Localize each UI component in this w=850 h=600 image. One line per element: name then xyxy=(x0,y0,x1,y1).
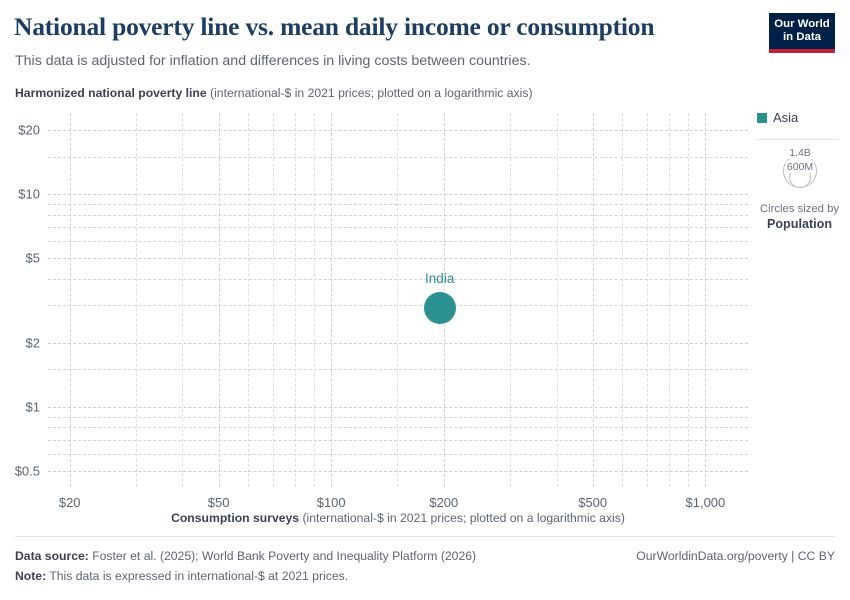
data-point-label: India xyxy=(425,271,455,287)
size-legend: 1.4B 600M xyxy=(757,144,842,202)
y-axis-tick-label: $1 xyxy=(25,399,40,415)
gridline-vertical-minor xyxy=(135,113,137,487)
gridline-vertical-minor xyxy=(397,113,399,487)
gridlines xyxy=(48,113,748,487)
gridline-horizontal-minor xyxy=(48,156,748,158)
gridline-horizontal-major xyxy=(48,470,748,472)
gridline-vertical-minor xyxy=(556,113,558,487)
x-axis-tick-label: $100 xyxy=(316,495,346,510)
x-axis-title-bold: Consumption surveys xyxy=(171,511,300,525)
chart-subtitle: This data is adjusted for inflation and … xyxy=(15,53,531,69)
gridline-vertical-minor xyxy=(295,113,296,487)
x-axis-title-detail: (international-$ in 2021 prices; plotted… xyxy=(299,511,625,525)
gridline-horizontal-minor xyxy=(48,278,748,280)
gridline-horizontal-minor xyxy=(48,416,748,418)
footer-note-text: This data is expressed in international-… xyxy=(46,569,349,583)
gridline-horizontal-minor xyxy=(48,241,748,243)
chart-legend: Asia 1.4B 600M Circles sized by Populati… xyxy=(757,110,842,232)
y-axis-tick-label: $20 xyxy=(18,122,40,138)
data-point-bubble[interactable] xyxy=(423,292,456,325)
owid-logo-line1: Our World xyxy=(774,18,830,30)
gridline-horizontal-major xyxy=(48,258,748,259)
y-axis-tick-label: $10 xyxy=(18,186,40,202)
gridline-horizontal-minor xyxy=(48,369,748,371)
gridline-horizontal-minor xyxy=(48,454,748,455)
footer-data-source: Data source: Foster et al. (2025); World… xyxy=(15,547,476,565)
footer-data-source-label: Data source: xyxy=(15,549,89,563)
gridline-horizontal-minor xyxy=(48,427,748,429)
x-axis-tick-label: $1,000 xyxy=(685,495,726,510)
y-axis-header-detail: (international-$ in 2021 prices; plotted… xyxy=(206,86,533,100)
gridline-vertical-minor xyxy=(669,113,671,487)
y-axis-header: Harmonized national poverty line (intern… xyxy=(15,85,745,101)
gridline-horizontal-major xyxy=(48,193,748,195)
gridline-horizontal-major xyxy=(48,342,748,344)
x-axis-tick-label: $500 xyxy=(578,495,608,510)
gridline-vertical-major xyxy=(592,113,594,487)
legend-color-swatch xyxy=(757,112,767,123)
legend-divider xyxy=(757,139,839,140)
gridline-vertical-minor xyxy=(688,113,690,487)
footer-license[interactable]: OurWorldinData.org/poverty | CC BY xyxy=(636,549,835,563)
gridline-vertical-minor xyxy=(182,113,184,487)
footer-note-label: Note: xyxy=(15,569,47,583)
gridline-vertical-minor xyxy=(248,113,250,487)
gridline-vertical-minor xyxy=(622,113,624,487)
page-title: National poverty line vs. mean daily inc… xyxy=(14,12,655,41)
gridline-horizontal-major xyxy=(48,406,748,408)
owid-logo[interactable]: Our World in Data xyxy=(769,13,835,53)
gridline-vertical-minor xyxy=(647,113,649,487)
size-legend-caption-line2: Population xyxy=(766,217,833,231)
footer-note: Note: This data is expressed in internat… xyxy=(15,567,348,585)
gridline-vertical-major xyxy=(331,113,333,487)
x-axis-tick-label: $50 xyxy=(207,495,230,510)
gridline-horizontal-minor xyxy=(48,214,748,216)
size-legend-caption-line1: Circles sized by xyxy=(759,203,840,215)
gridline-vertical-minor xyxy=(273,113,275,487)
x-axis-tick-label: $20 xyxy=(58,495,81,510)
footer-data-source-text: Foster et al. (2025); World Bank Poverty… xyxy=(88,549,477,563)
size-legend-label-small: 600M xyxy=(785,161,815,173)
y-axis-header-bold: Harmonized national poverty line xyxy=(15,86,207,100)
gridline-horizontal-minor xyxy=(48,439,748,441)
gridline-horizontal-minor xyxy=(48,203,748,205)
plot-area[interactable]: $0.5 $1 $2 $5 $10 $20 $20 $50 $100 $200 $500 $1,000… xyxy=(15,113,748,525)
legend-item-asia[interactable]: Asia xyxy=(757,110,842,125)
gridline-horizontal-minor xyxy=(48,305,748,307)
gridline-vertical-major xyxy=(705,113,707,487)
x-axis-title: Consumption surveys (international-$ in … xyxy=(48,511,748,525)
gridline-vertical-major xyxy=(69,113,71,487)
x-axis-tick-label: $200 xyxy=(429,495,459,510)
owid-logo-line2: in Data xyxy=(783,31,821,43)
gridline-vertical-major xyxy=(218,113,220,487)
legend-item-label: Asia xyxy=(773,110,799,125)
y-axis-tick-label: $5 xyxy=(25,250,40,266)
gridline-horizontal-major xyxy=(48,129,748,131)
footer-divider xyxy=(15,536,835,537)
size-legend-label-large: 1.4B xyxy=(788,147,812,159)
size-legend-caption: Circles sized by Population xyxy=(757,202,842,232)
y-axis-tick-label: $0.5 xyxy=(14,463,40,479)
gridline-vertical-minor xyxy=(509,113,511,487)
gridline-vertical-minor xyxy=(314,113,316,487)
y-axis-tick-label: $2 xyxy=(25,335,40,351)
gridline-horizontal-minor xyxy=(48,226,748,228)
